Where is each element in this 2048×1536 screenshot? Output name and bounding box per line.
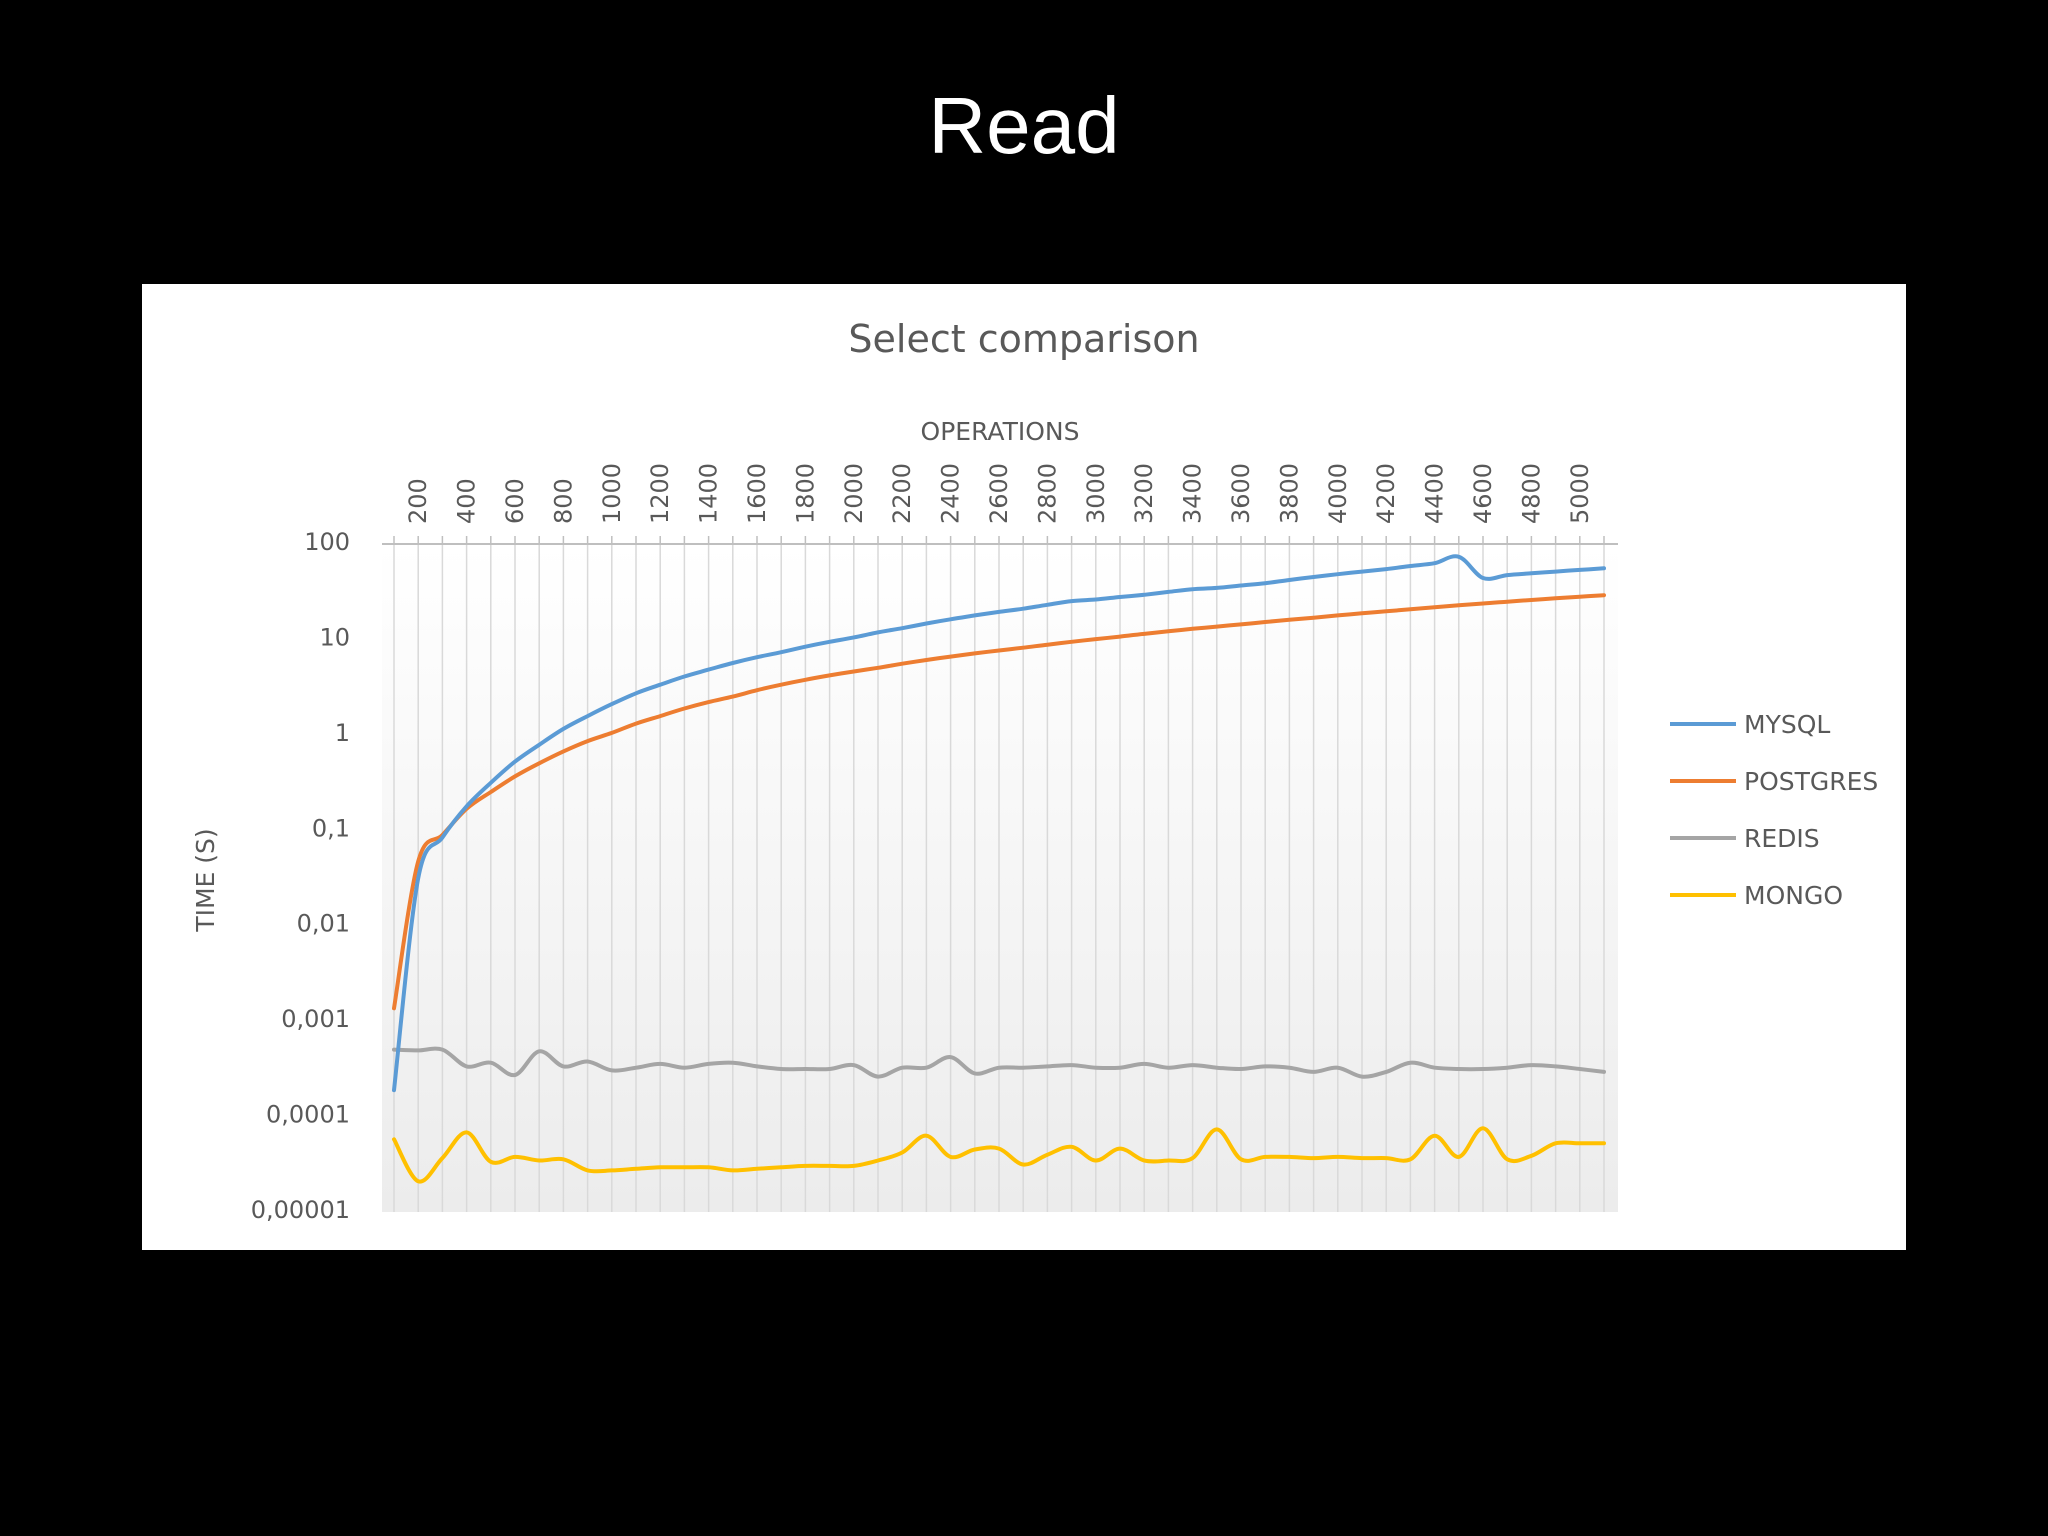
- x-tick-label: 2800: [1033, 463, 1061, 524]
- chart-svg: 200 400 600 800 1000 1200 1400 1600 1800 2000 2200…: [191, 317, 1878, 1224]
- x-tick-label: 3800: [1275, 463, 1303, 524]
- chart-panel: 200 400 600 800 1000 1200 1400 1600 1800 2000 2200…: [142, 284, 1906, 1250]
- x-tick-label: 1200: [646, 463, 674, 524]
- slide-title: Read: [928, 81, 1120, 170]
- x-tick-label: 2200: [888, 463, 916, 524]
- y-tick-label: 0,1: [312, 814, 350, 842]
- plot-area: [382, 544, 1618, 1212]
- y-tick-label: 0,00001: [251, 1196, 350, 1224]
- series-line-postgres: [392, 593, 1606, 1011]
- legend-label-postgres: POSTGRES: [1744, 767, 1878, 796]
- legend-label-redis: REDIS: [1744, 824, 1820, 853]
- x-tick-label: 3600: [1227, 463, 1255, 524]
- y-axis-title: TIME (S): [191, 828, 220, 932]
- x-tick-label: 1600: [743, 463, 771, 524]
- axis-layer: 200 400 600 800 1000 1200 1400 1600 1800 2000 2200…: [251, 463, 1618, 1224]
- legend-label-mysql: MYSQL: [1744, 710, 1830, 739]
- x-tick-label: 800: [549, 478, 577, 524]
- x-tick-label: 4000: [1324, 463, 1352, 524]
- series-layer: [392, 554, 1606, 1184]
- x-tick-label: 3400: [1179, 463, 1207, 524]
- series-line-mysql: [392, 554, 1606, 1093]
- x-tick-label: 1400: [695, 463, 723, 524]
- x-tick-label: 1800: [791, 463, 819, 524]
- grid-layer: [393, 544, 1605, 1212]
- x-tick-label: 5000: [1566, 463, 1594, 524]
- x-axis-title: OPERATIONS: [921, 417, 1080, 446]
- y-tick-label: 100: [304, 528, 350, 556]
- legend-label-mongo: MONGO: [1744, 881, 1843, 910]
- x-tick-label: 2000: [840, 463, 868, 524]
- y-tick-label: 0,01: [297, 910, 350, 938]
- x-tick-label: 4600: [1469, 463, 1497, 524]
- y-tick-label: 1: [335, 719, 350, 747]
- chart-title: Select comparison: [848, 317, 1199, 361]
- x-tick-label: 600: [501, 478, 529, 524]
- legend: MYSQL POSTGRES REDIS MONGO: [1670, 710, 1878, 910]
- x-tick-label: 3200: [1130, 463, 1158, 524]
- x-tick-label: 1000: [598, 463, 626, 524]
- series-line-mongo: [392, 1126, 1606, 1184]
- y-tick-label: 10: [319, 623, 350, 651]
- series-line-redis: [392, 1046, 1606, 1079]
- x-tick-label: 3000: [1082, 463, 1110, 524]
- x-tick-label: 4800: [1517, 463, 1545, 524]
- y-tick-label: 0,0001: [266, 1101, 350, 1129]
- x-tick-label: 4400: [1421, 463, 1449, 524]
- y-tick-label: 0,001: [281, 1005, 350, 1033]
- x-tick-label: 200: [404, 478, 432, 524]
- x-tick-label: 2600: [985, 463, 1013, 524]
- x-tick-label: 400: [453, 478, 481, 524]
- x-tick-label: 2400: [937, 463, 965, 524]
- x-tick-label: 4200: [1372, 463, 1400, 524]
